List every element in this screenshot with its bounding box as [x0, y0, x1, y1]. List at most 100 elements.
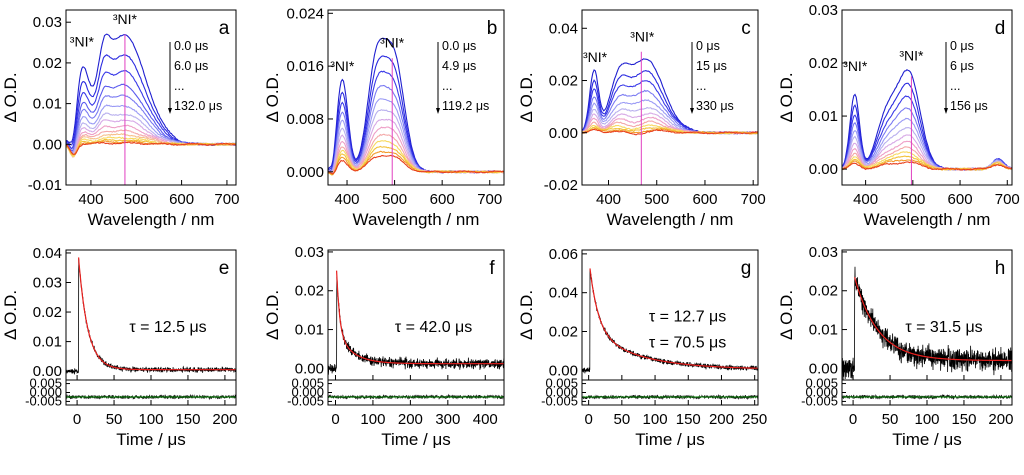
- y-tick-label-a-2: 0.01: [33, 96, 62, 113]
- residuals-g: [582, 393, 758, 401]
- legend-arrow-head-d: [944, 108, 948, 114]
- residual-frame-g: [581, 379, 759, 406]
- plot-frame-b: [327, 9, 505, 186]
- spectra-c: [582, 51, 758, 185]
- peak-label-d-1: ³NI*: [899, 47, 924, 63]
- residual-trace-g: [582, 393, 758, 401]
- y-axis-label-c: Δ O.D.: [517, 72, 536, 122]
- y-tick-label-a-4: 0.03: [33, 14, 62, 31]
- panel-c: -0.02 0.00 0.02 0.04 400 500 600 700 Wavelength …: [517, 9, 766, 229]
- x-tick-label-b-3: 700: [477, 191, 502, 208]
- legend-entry-a-1: 6.0 μs: [174, 59, 208, 73]
- residual-y-tick-label-f-0: -0.005: [287, 393, 324, 408]
- y-tick-label-e-3: 0.03: [33, 275, 62, 292]
- panel-letter-f: f: [489, 258, 495, 279]
- spectrum-c-10: [582, 126, 758, 135]
- peak-label-a-0: ³NI*: [70, 34, 95, 50]
- y-tick-label-d-3: 0.03: [809, 2, 838, 19]
- residual-y-tick-label-e-2: 0.005: [29, 376, 62, 391]
- peak-label-b-1: ³NI*: [380, 35, 405, 51]
- x-tick-label-e-4: 200: [212, 411, 237, 428]
- y-tick-label-h-2: 0.02: [809, 283, 838, 300]
- panel-letter-b: b: [487, 18, 498, 39]
- fit-line-e: [78, 257, 236, 371]
- panel-b: 0.000 0.008 0.016 0.024 400 500 600 700 Waveleng…: [263, 5, 505, 229]
- peak-label-c-0: ³NI*: [583, 49, 608, 65]
- tau-annotation-f-0: τ = 42.0 μs: [395, 319, 472, 336]
- y-tick-label-b-1: 0.008: [286, 111, 324, 128]
- legend-entry-c-3: 330 μs: [696, 99, 734, 113]
- spectra-a: [66, 33, 236, 185]
- x-tick-label-a-3: 700: [214, 191, 239, 208]
- y-tick-label-g-2: 0.04: [549, 285, 578, 302]
- residuals-h: [842, 393, 1012, 401]
- spectrum-b-12: [328, 154, 504, 175]
- y-tick-label-c-0: -0.02: [544, 177, 578, 194]
- fit-line-f: [336, 270, 504, 365]
- y-axis-label-e: Δ O.D.: [1, 290, 20, 340]
- legend-entry-c-2: ...: [696, 79, 706, 93]
- x-tick-label-e-1: 50: [106, 411, 123, 428]
- x-axis-label-c: Wavelength / nm: [607, 210, 734, 229]
- x-tick-label-h-0: 0: [849, 411, 857, 428]
- tau-annotation-h-0: τ = 31.5 μs: [905, 319, 982, 336]
- legend-entry-b-1: 4.9 μs: [442, 59, 476, 73]
- legend-arrow-head-a: [168, 108, 172, 114]
- data-trace-h: [842, 266, 1012, 380]
- tau-annotation-e-0: τ = 12.5 μs: [129, 319, 206, 336]
- residual-y-tick-label-e-1: 0.000: [29, 385, 62, 400]
- y-tick-label-a-0: -0.01: [28, 177, 62, 194]
- fit-line-h: [854, 277, 1012, 362]
- legend-entry-a-3: 132.0 μs: [174, 99, 222, 113]
- y-axis-label-g: Δ O.D.: [517, 290, 536, 340]
- peak-label-a-1: ³NI*: [113, 11, 138, 27]
- fit-line-g: [589, 268, 758, 369]
- x-tick-label-g-5: 250: [742, 411, 767, 428]
- legend-entry-b-0: 0.0 μs: [442, 39, 476, 53]
- y-tick-label-e-1: 0.01: [33, 334, 62, 351]
- data-trace-e: [66, 258, 236, 375]
- x-tick-label-c-1: 500: [644, 191, 669, 208]
- x-tick-label-f-1: 100: [360, 411, 385, 428]
- x-tick-label-b-2: 600: [430, 191, 455, 208]
- y-tick-label-a-3: 0.02: [33, 55, 62, 72]
- y-tick-label-f-2: 0.02: [295, 283, 324, 300]
- y-tick-label-b-0: 0.000: [286, 164, 324, 181]
- residuals-f: [328, 393, 504, 401]
- x-tick-label-h-3: 150: [951, 411, 976, 428]
- x-tick-label-f-2: 200: [398, 411, 423, 428]
- residual-frame-f: [327, 379, 505, 406]
- y-tick-label-d-0: 0.00: [809, 161, 838, 178]
- y-tick-label-f-0: 0.00: [295, 360, 324, 377]
- x-tick-label-d-0: 400: [853, 191, 878, 208]
- kinetics-f: [328, 270, 504, 375]
- plot-frame-d: [841, 9, 1013, 186]
- spectra-d: [842, 69, 1012, 185]
- residual-y-tick-label-f-2: 0.005: [291, 376, 324, 391]
- y-tick-label-g-0: 0.00: [549, 362, 578, 379]
- tau-annotation-g-0: τ = 12.7 μs: [649, 309, 726, 326]
- y-tick-label-c-2: 0.02: [549, 73, 578, 90]
- peak-label-d-0: ³NI*: [843, 58, 868, 74]
- x-tick-label-f-3: 300: [435, 411, 460, 428]
- panel-letter-h: h: [995, 258, 1006, 279]
- x-axis-label-g: Time / μs: [635, 430, 705, 449]
- legend-entry-d-3: 156 μs: [950, 99, 988, 113]
- panel-letter-a: a: [219, 18, 230, 39]
- x-tick-label-a-0: 400: [78, 191, 103, 208]
- legend-arrow-head-c: [690, 108, 694, 114]
- y-tick-label-g-3: 0.06: [549, 246, 578, 263]
- x-tick-label-d-2: 600: [948, 191, 973, 208]
- legend-entry-c-0: 0 μs: [696, 39, 720, 53]
- residual-y-tick-label-g-0: -0.005: [541, 393, 578, 408]
- y-tick-label-d-1: 0.01: [809, 108, 838, 125]
- spectra-b: [328, 37, 504, 185]
- residual-y-tick-label-h-1: 0.000: [805, 385, 838, 400]
- y-tick-label-b-2: 0.016: [286, 58, 324, 75]
- legend-entry-d-0: 0 μs: [950, 39, 974, 53]
- residuals-e: [66, 393, 236, 401]
- x-axis-label-f: Time / μs: [381, 430, 451, 449]
